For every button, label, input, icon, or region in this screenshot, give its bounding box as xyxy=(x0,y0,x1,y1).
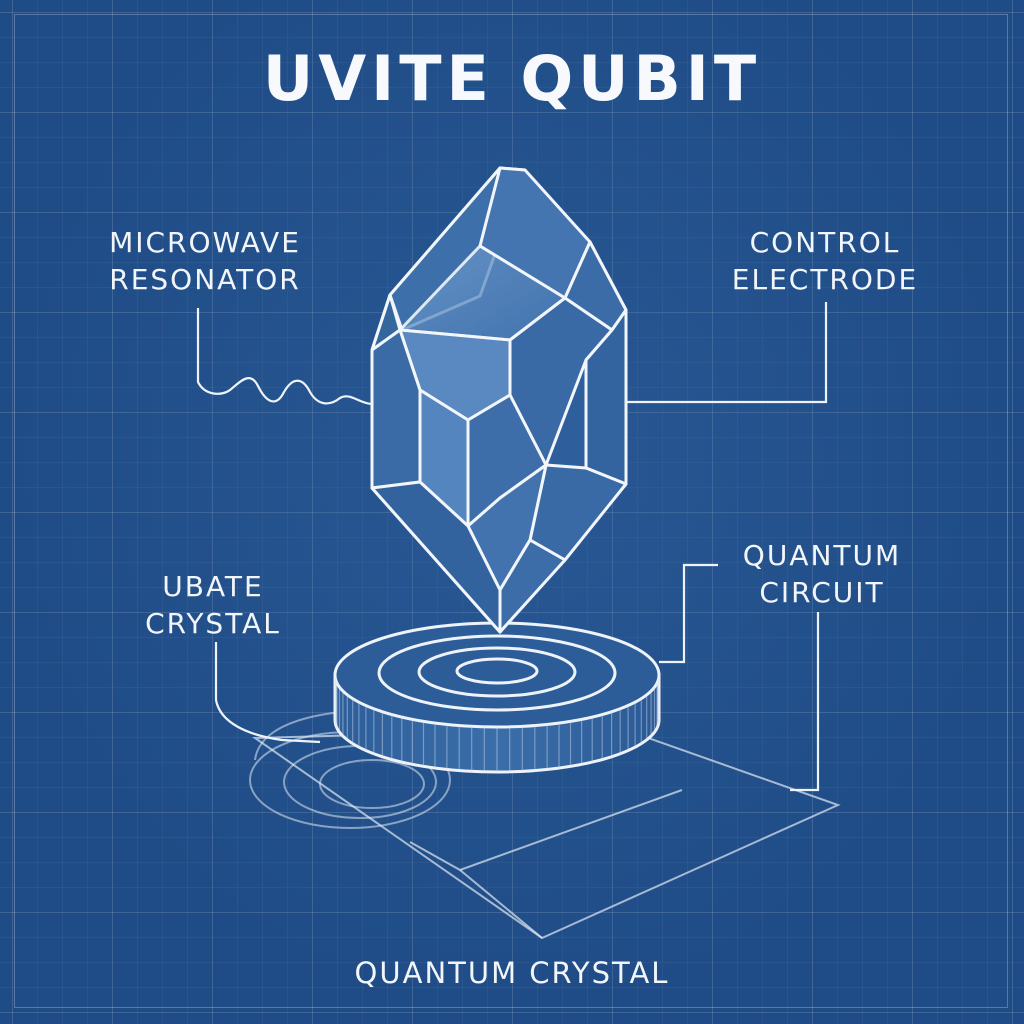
leader-control-electrode xyxy=(626,302,828,404)
label-line: CONTROL xyxy=(749,226,901,259)
label-line: RESONATOR xyxy=(109,263,301,296)
label-ubate-crystal: UBATE CRYSTAL xyxy=(128,568,298,642)
label-quantum-circuit: QUANTUM CIRCUIT xyxy=(722,537,922,611)
label-line: UBATE xyxy=(162,570,264,603)
uvite-crystal xyxy=(370,166,628,634)
leader-lines xyxy=(196,302,828,792)
label-quantum-crystal: QUANTUM CRYSTAL xyxy=(354,956,670,990)
diagram-title: UVITE QUBIT xyxy=(262,42,762,115)
leader-quantum-circuit xyxy=(659,563,718,664)
label-line: CIRCUIT xyxy=(759,576,885,609)
leader-quantum-circuit-base xyxy=(790,612,820,792)
pedestal-edge-ticks xyxy=(334,679,660,772)
label-line: CRYSTAL xyxy=(145,607,281,640)
pedestal-disk xyxy=(333,621,661,774)
label-line: ELECTRODE xyxy=(731,263,919,296)
leader-microwave-resonator xyxy=(196,308,373,406)
leader-ubate-crystal xyxy=(214,642,321,744)
label-control-electrode: CONTROL ELECTRODE xyxy=(720,224,930,298)
label-microwave-resonator: MICROWAVE RESONATOR xyxy=(100,224,310,298)
label-line: QUANTUM xyxy=(742,539,902,572)
blueprint-border xyxy=(14,14,1008,1008)
label-line: MICROWAVE xyxy=(109,226,301,259)
